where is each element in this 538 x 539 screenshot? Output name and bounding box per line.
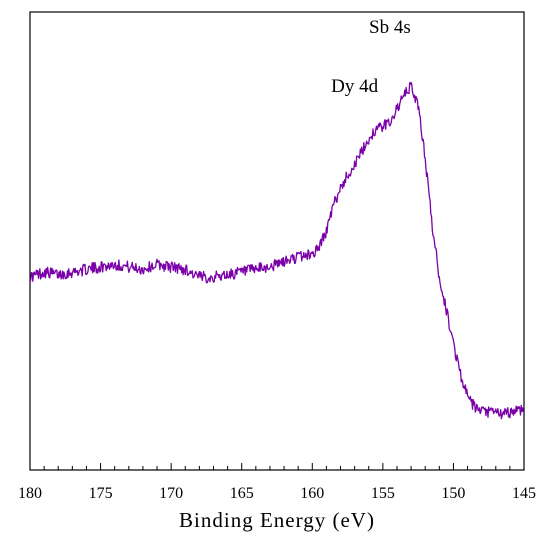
spectrum-line: [29, 81, 525, 420]
x-axis-ticks: 180 175 170 165 160 155 150 145: [18, 463, 536, 502]
plot-frame: [29, 11, 525, 471]
x-tick-label: 150: [441, 485, 465, 502]
x-tick-label: 155: [371, 485, 395, 502]
x-tick-label: 165: [230, 485, 254, 502]
peak-label: Dy 4d: [331, 76, 378, 97]
x-tick-label: 160: [300, 485, 324, 502]
x-tick-label: 175: [89, 485, 113, 502]
x-axis-label: Binding Energy (eV): [179, 508, 375, 532]
x-tick-label: 145: [512, 485, 536, 502]
x-tick-label: 180: [18, 485, 42, 502]
peak-label: Sb 4s: [369, 17, 411, 38]
x-tick-label: 170: [159, 485, 183, 502]
peak-annotations: Sb 4s Dy 4d: [331, 17, 411, 97]
